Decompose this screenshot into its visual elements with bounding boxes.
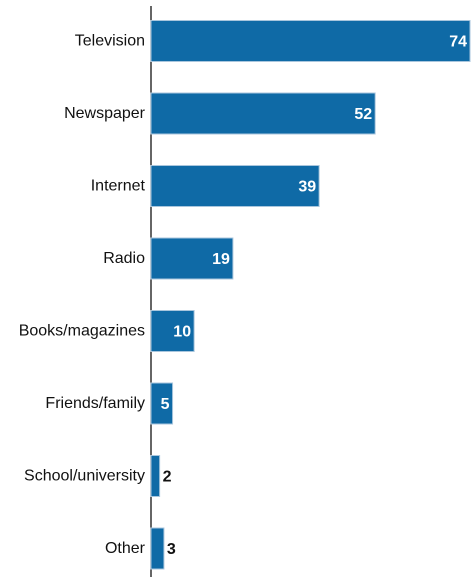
bar [150, 237, 234, 280]
value-label: 74 [449, 34, 467, 51]
category-label: Other [105, 540, 146, 557]
bar-group: Friends/family 5 [45, 382, 174, 425]
bar-group: Internet 39 [91, 165, 320, 207]
bar-group: Books/magazines 10 [19, 310, 195, 352]
bar-group: Radio 19 [103, 237, 234, 280]
bar-group: Television 74 [75, 20, 471, 62]
value-label: 5 [161, 396, 170, 413]
value-label: 2 [163, 469, 172, 486]
bar [150, 20, 471, 62]
bar-group: School/university 2 [24, 455, 172, 497]
bar [150, 527, 165, 570]
value-label: 52 [354, 106, 372, 123]
value-label: 19 [212, 251, 230, 268]
bar [150, 382, 174, 425]
category-label: Newspaper [64, 105, 146, 122]
value-label: 39 [298, 179, 316, 196]
category-label: Radio [103, 250, 145, 267]
bar [150, 455, 161, 497]
category-label: School/university [24, 468, 145, 485]
bar-group: Newspaper 52 [64, 92, 376, 135]
category-label: Internet [91, 178, 146, 195]
bar-group: Other 3 [105, 527, 176, 570]
category-label: Books/magazines [19, 323, 145, 340]
category-label: Friends/family [45, 395, 145, 412]
bar [150, 165, 320, 207]
bar [150, 310, 195, 352]
value-label: 10 [173, 324, 191, 341]
bar [150, 92, 376, 135]
category-label: Television [75, 33, 145, 50]
value-label: 3 [167, 541, 176, 558]
